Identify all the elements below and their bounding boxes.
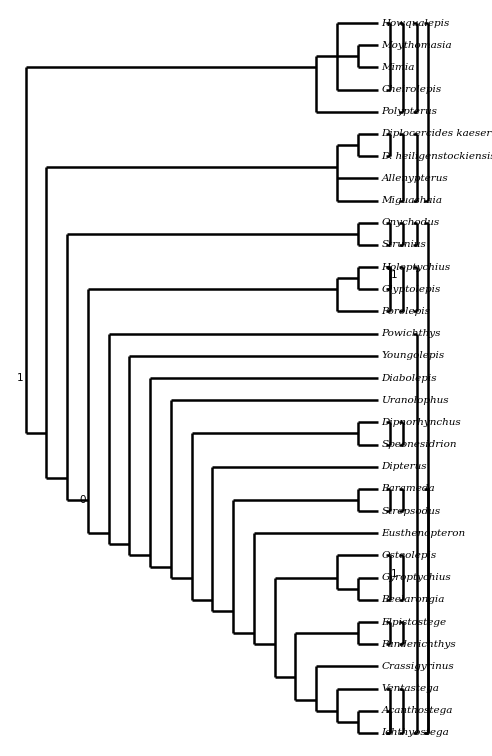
Text: Dipnorhynchus: Dipnorhynchus (381, 418, 461, 427)
Text: Ventastega: Ventastega (381, 684, 439, 693)
Text: Osteolepis: Osteolepis (381, 551, 436, 560)
Text: Youngolepis: Youngolepis (381, 352, 445, 361)
Text: Barameda: Barameda (381, 485, 435, 494)
Text: Gyroptychius: Gyroptychius (381, 573, 451, 582)
Text: Howqualepis: Howqualepis (381, 19, 450, 27)
Text: Powichthys: Powichthys (381, 329, 441, 338)
Text: Holoptychius: Holoptychius (381, 262, 451, 271)
Text: Strunius: Strunius (381, 240, 426, 249)
Text: Onychodus: Onychodus (381, 218, 439, 228)
Text: D. heiligenstockiensis: D. heiligenstockiensis (381, 152, 492, 161)
Text: Acanthostega: Acanthostega (381, 706, 453, 715)
Text: Diplocercides kaeseri: Diplocercides kaeseri (381, 129, 492, 138)
Text: Crassigyrinus: Crassigyrinus (381, 662, 454, 671)
Text: Dipterus: Dipterus (381, 462, 427, 471)
Text: Moythomasia: Moythomasia (381, 41, 452, 50)
Text: Miguashaia: Miguashaia (381, 196, 442, 205)
Text: Diabolepis: Diabolepis (381, 373, 437, 383)
Text: Allenypterus: Allenypterus (381, 174, 448, 183)
Text: 1: 1 (391, 569, 398, 579)
Text: Elpistostege: Elpistostege (381, 618, 446, 627)
Text: Strepsodus: Strepsodus (381, 507, 440, 516)
Text: 0: 0 (79, 495, 86, 505)
Text: 1: 1 (391, 270, 398, 280)
Text: 1: 1 (17, 373, 24, 383)
Text: Eusthenopteron: Eusthenopteron (381, 528, 465, 538)
Text: Ichthyostega: Ichthyostega (381, 729, 449, 737)
Text: Panderichthys: Panderichthys (381, 640, 456, 649)
Text: Porolepis: Porolepis (381, 307, 430, 316)
Text: Uranolophus: Uranolophus (381, 395, 449, 404)
Text: Mimia: Mimia (381, 63, 415, 72)
Text: Glyptolepis: Glyptolepis (381, 285, 441, 294)
Text: Polypterus: Polypterus (381, 107, 437, 116)
Text: Beelarongia: Beelarongia (381, 595, 445, 604)
Text: Cheirolepis: Cheirolepis (381, 85, 441, 94)
Text: Speonesidrion: Speonesidrion (381, 440, 457, 449)
